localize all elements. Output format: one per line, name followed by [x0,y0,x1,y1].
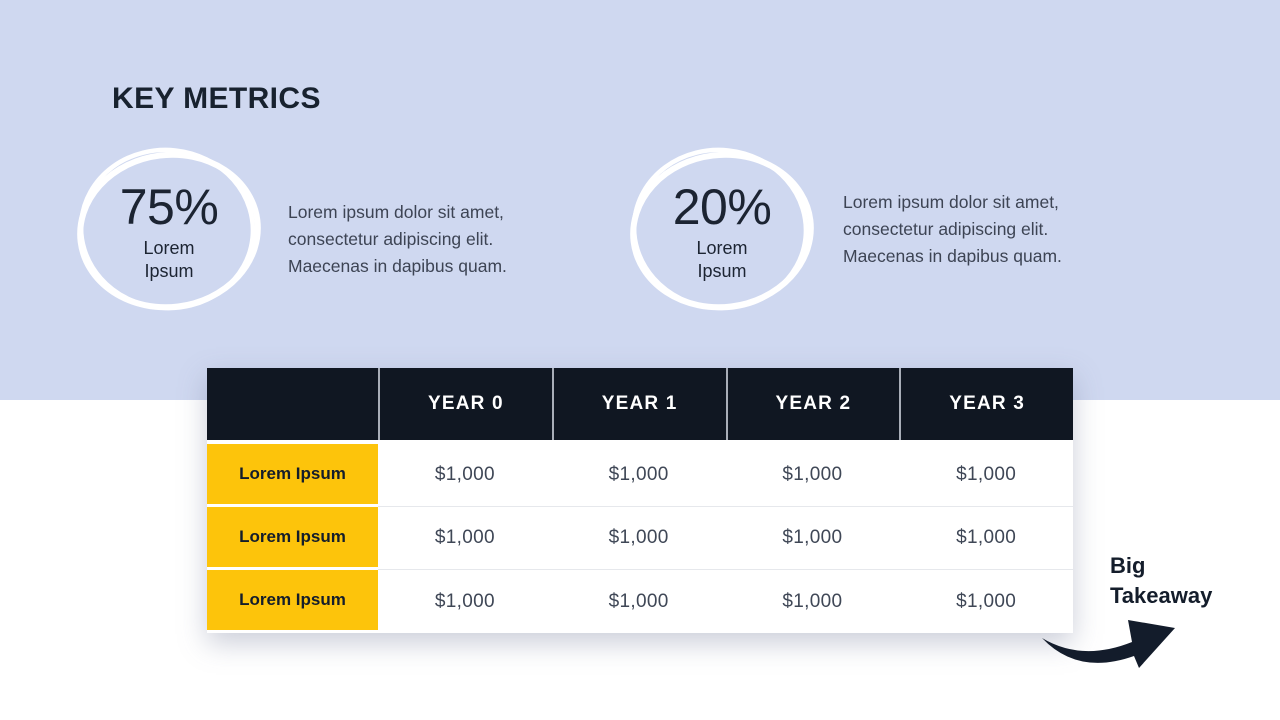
table-row: Lorem Ipsum $1,000 $1,000 $1,000 $1,000 [207,444,1073,507]
desc-line: Lorem ipsum dolor sit amet, [843,192,1059,212]
metric-label-line: Ipsum [144,260,194,281]
desc-line: consectetur adipiscing elit. [288,229,494,249]
table-header-cell: YEAR 3 [899,368,1073,440]
table-cell: $1,000 [378,570,552,633]
desc-line: Lorem ipsum dolor sit amet, [288,202,504,222]
metric-label: Lorem Ipsum [696,237,747,283]
table-cell: $1,000 [899,570,1073,633]
metric-label-line: Lorem [696,237,748,258]
metrics-table: YEAR 0 YEAR 1 YEAR 2 YEAR 3 Lorem Ipsum … [207,368,1073,633]
table-header-cell [207,368,378,440]
row-label-cell: Lorem Ipsum [207,444,378,504]
metric-badge-1: 75% Lorem Ipsum [73,147,265,315]
table-cell: $1,000 [725,570,900,633]
metric-value: 20% [672,178,772,235]
table-header-cell: YEAR 0 [378,368,552,440]
takeaway-line: Big [1110,553,1146,578]
metric-label: Lorem Ipsum [143,237,194,283]
table-cell: $1,000 [551,444,726,507]
table-row: Lorem Ipsum $1,000 $1,000 $1,000 $1,000 [207,507,1073,570]
metric-text: 20% Lorem Ipsum [626,147,818,315]
desc-line: Maecenas in dapibus quam. [288,256,507,276]
row-label-cell: Lorem Ipsum [207,570,378,630]
table-cell: $1,000 [551,570,726,633]
table-header-cell: YEAR 1 [551,368,726,440]
sketch-circle-icon [630,147,814,311]
row-label-cell: Lorem Ipsum [207,507,378,567]
table-cell: $1,000 [725,444,900,507]
metric-label-line: Lorem [143,237,195,258]
table-cell: $1,000 [378,444,552,507]
metric-label-line: Ipsum [697,260,747,281]
curved-arrow-icon [1038,610,1180,672]
table-cell: $1,000 [899,507,1073,570]
table-header-cell: YEAR 2 [725,368,900,440]
table-header-row: YEAR 0 YEAR 1 YEAR 2 YEAR 3 [207,368,1073,440]
table-cell: $1,000 [899,444,1073,507]
sketch-circle-icon [77,147,261,311]
table-row: Lorem Ipsum $1,000 $1,000 $1,000 $1,000 [207,570,1073,633]
metric-value: 75% [119,178,219,235]
metric-description-2: Lorem ipsum dolor sit amet, consectetur … [843,189,1062,270]
metric-description-1: Lorem ipsum dolor sit amet, consectetur … [288,199,507,280]
desc-line: consectetur adipiscing elit. [843,219,1049,239]
table-cell: $1,000 [551,507,726,570]
metric-text: 75% Lorem Ipsum [73,147,265,315]
takeaway-line: Takeaway [1110,583,1213,608]
big-takeaway-label: Big Takeaway [1110,551,1212,611]
desc-line: Maecenas in dapibus quam. [843,246,1062,266]
metric-badge-2: 20% Lorem Ipsum [626,147,818,315]
table-cell: $1,000 [725,507,900,570]
page-title: KEY METRICS [112,82,321,115]
table-cell: $1,000 [378,507,552,570]
